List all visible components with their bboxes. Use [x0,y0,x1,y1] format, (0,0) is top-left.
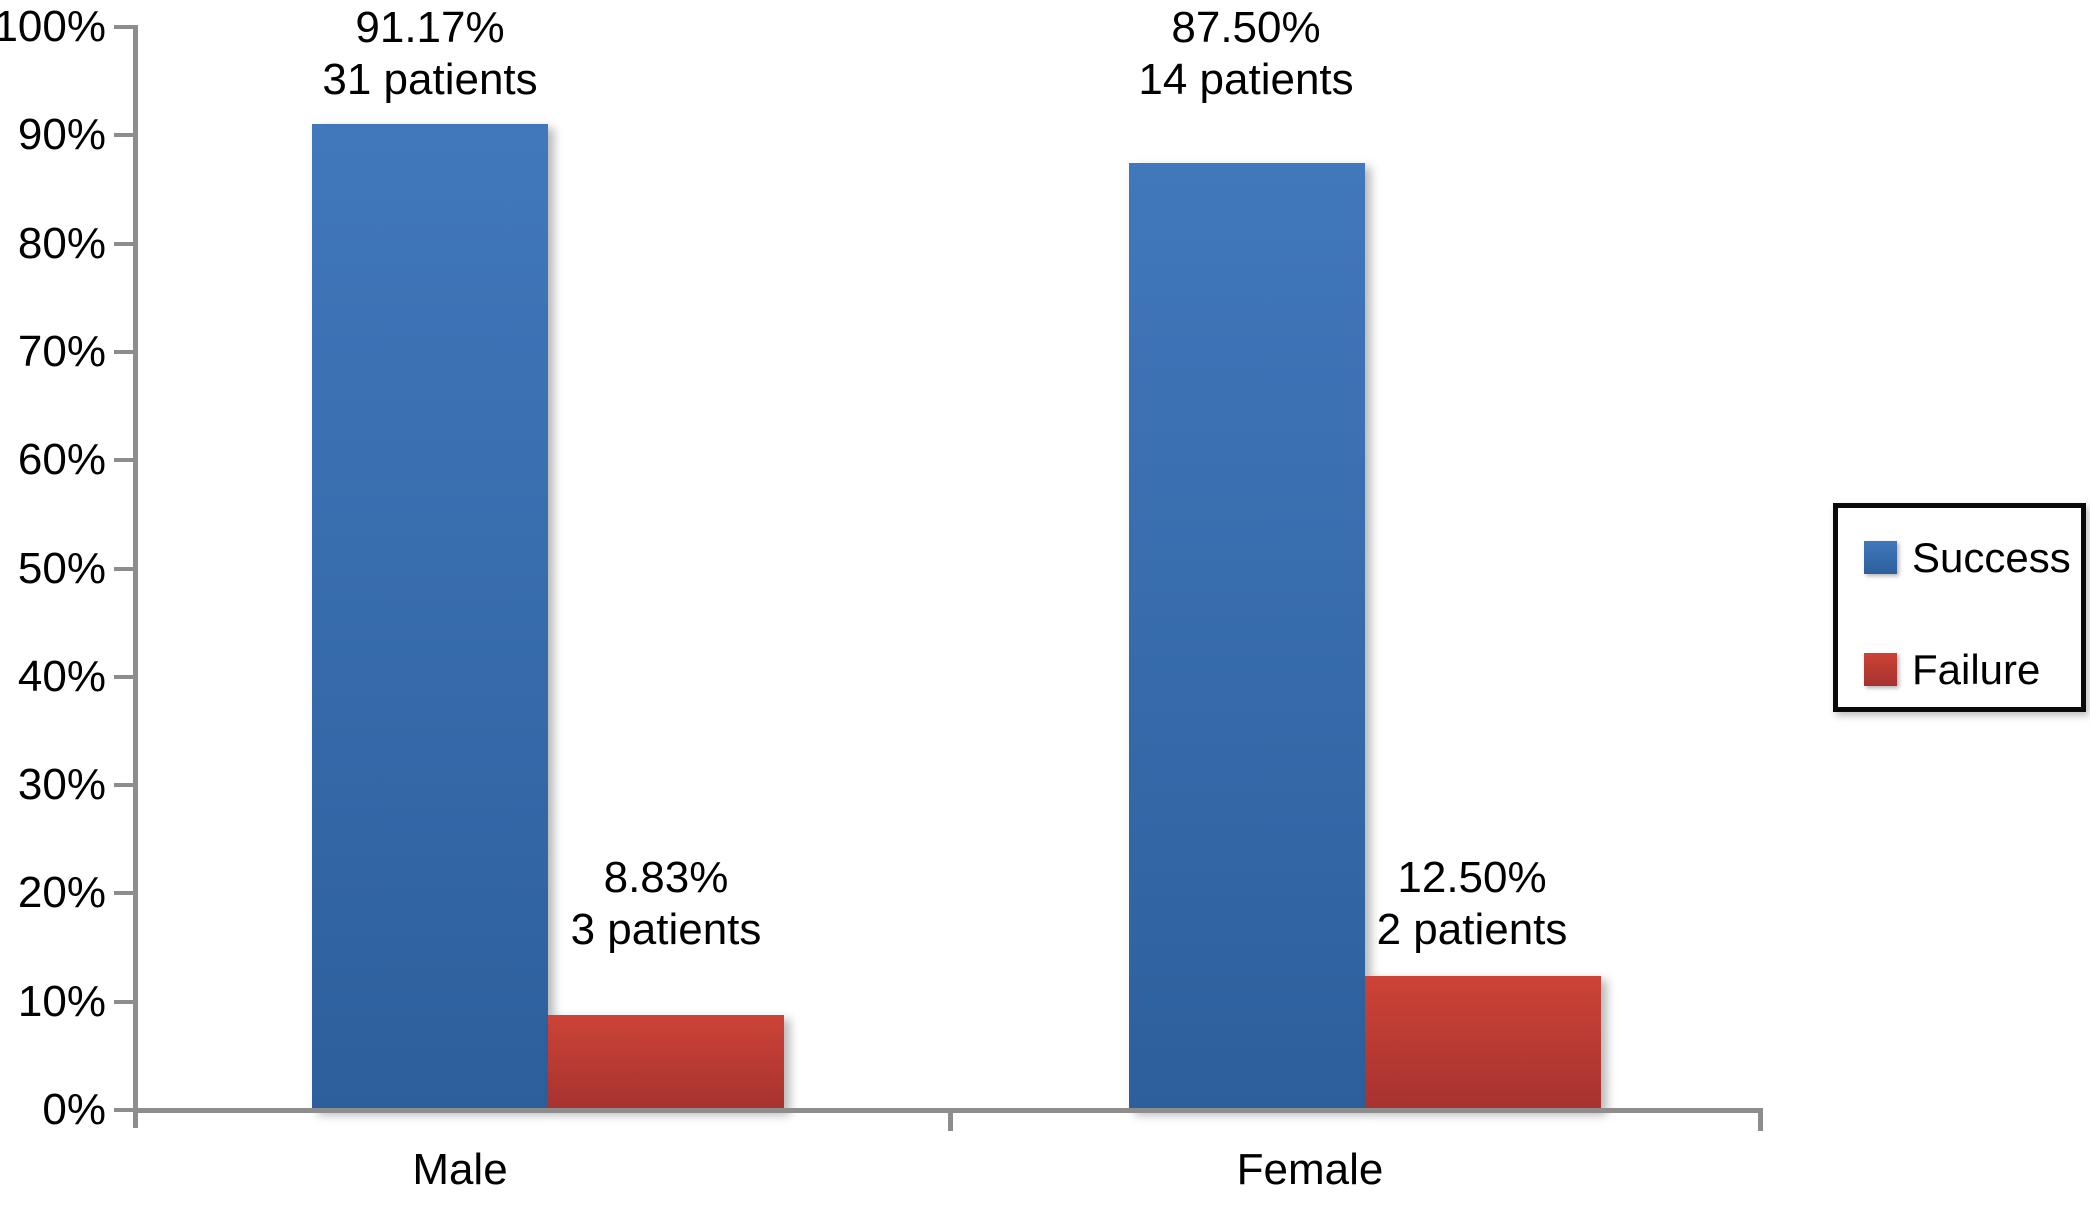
category-label-male: Male [412,1145,508,1194]
y-tick-label: 50% [17,543,106,593]
y-axis-tick [114,241,133,246]
legend-label-success: Success [1912,534,2071,581]
y-axis-tick [114,891,133,896]
data-label-count: 31 patients [322,55,538,104]
y-tick-label: 60% [17,435,106,485]
bar-success-male [312,124,548,1111]
data-label-failure-male: 8.83% 3 patients [406,852,926,956]
y-tick-label: 0% [42,1085,106,1134]
y-axis-tick [114,133,133,138]
data-label-percent: 8.83% [603,853,729,902]
x-axis-tick-right [1758,1108,1763,1131]
legend-item-success: Success [1838,536,2081,580]
data-label-failure-female: 12.50% 2 patients [1212,852,1732,956]
data-label-percent: 87.50% [1171,3,1321,52]
y-axis-tick [114,25,133,29]
data-label-count: 14 patients [1138,55,1354,104]
bar-failure-female [1365,976,1601,1111]
y-axis-tick [114,1108,133,1112]
data-label-percent: 91.17% [355,3,505,52]
y-tick-label: 20% [17,868,106,918]
success-swatch-icon [1864,541,1897,574]
failure-swatch-icon [1864,653,1897,686]
data-label-count: 2 patients [1376,905,1568,954]
legend-label-failure: Failure [1912,646,2041,693]
y-axis-tick [114,783,133,788]
y-tick-label: 100% [0,2,106,51]
y-tick-label: 70% [17,326,106,376]
y-tick-label: 30% [17,760,106,810]
y-axis-tick [114,458,133,463]
y-axis [133,25,138,1128]
chart-legend: Success Failure [1833,503,2086,712]
category-label-female: Female [1236,1145,1384,1194]
bar-success-female [1129,163,1365,1111]
data-label-success-female: 87.50% 14 patients [986,2,1506,106]
data-label-success-male: 91.17% 31 patients [170,2,690,106]
bar-failure-male [548,1015,784,1111]
y-axis-tick [114,566,133,571]
y-tick-label: 80% [17,218,106,268]
y-axis-tick [114,999,133,1004]
legend-item-failure: Failure [1838,648,2081,692]
y-axis-tick [114,349,133,354]
data-label-count: 3 patients [570,905,762,954]
data-label-percent: 12.50% [1397,853,1547,902]
y-tick-label: 90% [17,110,106,160]
y-axis-tick [114,674,133,679]
y-tick-label: 40% [17,651,106,701]
x-axis-tick-mid [948,1108,953,1131]
y-tick-label: 10% [17,976,106,1026]
